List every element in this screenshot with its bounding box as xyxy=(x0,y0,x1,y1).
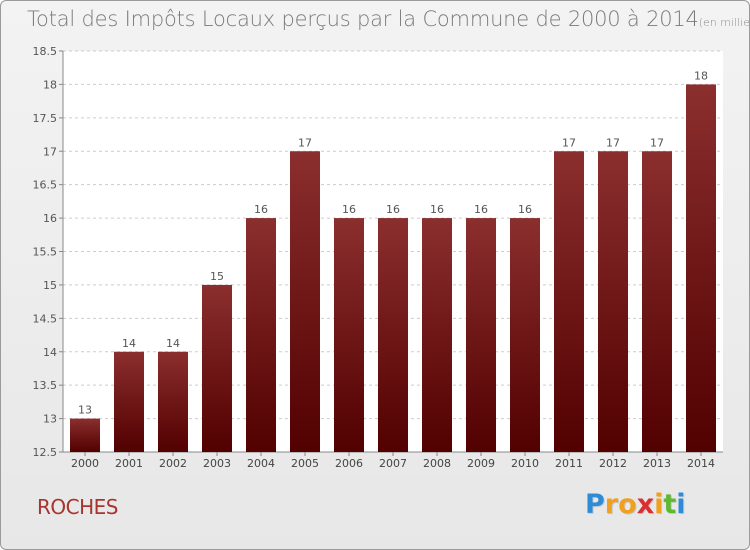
bar-value-label: 16 xyxy=(474,203,488,216)
y-tick-label: 13 xyxy=(43,413,57,426)
bar xyxy=(598,151,628,452)
bar xyxy=(158,351,188,452)
bar xyxy=(686,84,716,453)
bar xyxy=(334,218,364,452)
bar xyxy=(202,284,232,452)
x-tick-label: 2009 xyxy=(467,457,495,470)
bar-value-label: 14 xyxy=(122,337,136,350)
bar xyxy=(70,418,100,452)
x-tick-label: 2007 xyxy=(379,457,407,470)
bar xyxy=(554,151,584,452)
bar-value-label: 17 xyxy=(606,136,620,149)
y-tick-label: 16.5 xyxy=(33,179,58,192)
y-tick-label: 15 xyxy=(43,279,57,292)
chart-subtitle: (en milliers d'€) xyxy=(698,16,750,29)
x-tick-label: 2000 xyxy=(71,457,99,470)
y-tick-label: 14 xyxy=(43,346,57,359)
y-tick-label: 13.5 xyxy=(33,379,58,392)
x-tick-label: 2010 xyxy=(511,457,539,470)
y-tick-label: 17.5 xyxy=(33,112,58,125)
logo-letter: P xyxy=(585,489,605,520)
bar-value-label: 18 xyxy=(694,69,708,82)
bar xyxy=(246,218,276,452)
x-tick-label: 2002 xyxy=(159,457,187,470)
bar xyxy=(510,218,540,452)
bar xyxy=(290,151,320,452)
y-tick-label: 16 xyxy=(43,212,57,225)
x-tick-label: 2006 xyxy=(335,457,363,470)
bar-value-label: 17 xyxy=(298,136,312,149)
bar-value-label: 16 xyxy=(430,203,444,216)
x-tick-label: 2008 xyxy=(423,457,451,470)
y-tick-label: 18.5 xyxy=(33,45,58,58)
logo-letter: x xyxy=(636,489,655,520)
bar-value-label: 16 xyxy=(342,203,356,216)
commune-name: ROCHES xyxy=(37,495,118,519)
x-tick-label: 2014 xyxy=(687,457,715,470)
logo-letter: i xyxy=(676,489,686,520)
bar xyxy=(378,218,408,452)
bar-value-label: 14 xyxy=(166,337,180,350)
bar-value-label: 15 xyxy=(210,270,224,283)
bar xyxy=(466,218,496,452)
y-tick-label: 18 xyxy=(43,78,57,91)
y-tick-label: 12.5 xyxy=(33,446,58,459)
bar-value-label: 16 xyxy=(518,203,532,216)
x-tick-label: 2012 xyxy=(599,457,627,470)
proxiti-logo: Proxiti xyxy=(585,489,686,520)
logo-letter: r xyxy=(604,489,619,520)
logo-letter: i xyxy=(654,489,664,520)
bar-value-label: 13 xyxy=(78,404,92,417)
logo-letter: o xyxy=(618,489,637,520)
chart-title: Total des Impôts Locaux perçus par la Co… xyxy=(27,7,750,31)
bar xyxy=(114,351,144,452)
y-tick-label: 17 xyxy=(43,145,57,158)
bar-value-label: 16 xyxy=(386,203,400,216)
x-tick-label: 2013 xyxy=(643,457,671,470)
bar-value-label: 16 xyxy=(254,203,268,216)
logo-letter: t xyxy=(663,489,677,520)
x-tick-label: 2004 xyxy=(247,457,275,470)
x-tick-label: 2011 xyxy=(555,457,583,470)
x-tick-label: 2001 xyxy=(115,457,143,470)
y-tick-label: 14.5 xyxy=(33,312,58,325)
bar xyxy=(422,218,452,452)
x-tick-label: 2003 xyxy=(203,457,231,470)
chart-title-text: Total des Impôts Locaux perçus par la Co… xyxy=(27,7,699,31)
y-tick-label: 15.5 xyxy=(33,246,58,259)
bar-value-label: 17 xyxy=(650,136,664,149)
x-tick-label: 2005 xyxy=(291,457,319,470)
bar-value-label: 17 xyxy=(562,136,576,149)
bar xyxy=(642,151,672,452)
